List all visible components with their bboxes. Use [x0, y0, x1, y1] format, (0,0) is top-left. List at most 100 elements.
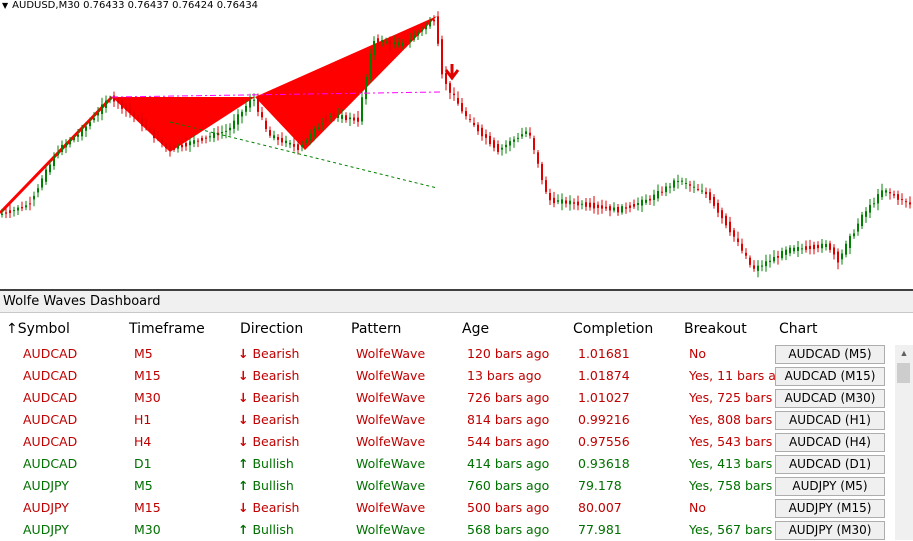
table-row[interactable]: AUDJPY M15 ↓ Bearish WolfeWave 500 bars ago 8…	[0, 497, 895, 519]
candle-body	[641, 199, 643, 206]
candle-body	[445, 73, 447, 84]
candle-body	[685, 182, 687, 184]
table-row[interactable]: AUDCAD M5 ↓ Bearish WolfeWave 120 bars ago 1.…	[0, 343, 895, 365]
candle-body	[841, 253, 843, 260]
candle-body	[853, 233, 855, 237]
arrow-down-icon: ↓	[238, 346, 249, 361]
candle-body	[509, 141, 511, 146]
pane-divider[interactable]	[0, 289, 913, 291]
scrollbar-thumb[interactable]	[897, 363, 910, 383]
candle-body	[449, 83, 451, 93]
breakout-cell: No	[689, 500, 706, 515]
candle-body	[713, 196, 715, 206]
candle-body	[41, 178, 43, 188]
candle-body	[705, 191, 707, 195]
candle-body	[577, 201, 579, 206]
column-header-age[interactable]: Age	[462, 321, 490, 337]
vertical-scrollbar[interactable]: ▲	[895, 345, 913, 540]
wolfe-wave-triangle	[112, 97, 255, 152]
candle-body	[361, 97, 363, 122]
candle-body	[129, 109, 131, 113]
candle-body	[433, 19, 435, 22]
symbol-cell: AUDJPY	[23, 500, 69, 515]
candle-body	[173, 147, 175, 150]
wolfe-wave-triangle	[255, 16, 437, 150]
table-row[interactable]: AUDCAD M15 ↓ Bearish WolfeWave 13 bars ago 1.…	[0, 365, 895, 387]
table-row[interactable]: AUDJPY M5 ↑ Bullish WolfeWave 760 bars ago 79…	[0, 475, 895, 497]
candle-body	[517, 137, 519, 139]
open-chart-button[interactable]: AUDCAD (M30)	[775, 389, 885, 408]
candle-body	[717, 202, 719, 213]
timeframe-cell: M5	[134, 346, 153, 361]
candle-body	[693, 186, 695, 188]
column-header-direction[interactable]: Direction	[240, 321, 304, 337]
direction-cell: ↓ Bearish	[238, 368, 300, 383]
chart-menu-triangle-icon[interactable]: ▼	[2, 1, 9, 10]
candle-body	[429, 21, 431, 27]
candle-body	[229, 127, 231, 131]
candle-body	[757, 265, 759, 271]
breakout-cell: Yes, 11 bars ag	[689, 368, 775, 383]
candle-body	[681, 180, 683, 182]
timeframe-cell: M30	[134, 390, 161, 405]
candle-body	[837, 251, 839, 263]
candle-body	[133, 112, 135, 117]
open-chart-button[interactable]: AUDJPY (M15)	[775, 499, 885, 518]
column-header-symbol[interactable]: ↑Symbol	[6, 321, 70, 337]
candle-body	[777, 255, 779, 258]
candle-body	[233, 120, 235, 129]
table-row[interactable]: AUDJPY M30 ↑ Bullish WolfeWave 568 bars ago 7…	[0, 519, 895, 541]
open-chart-button[interactable]: AUDJPY (M30)	[775, 521, 885, 540]
candle-body	[485, 134, 487, 138]
price-chart[interactable]: ▼ AUDUSD,M30 0.76433 0.76437 0.76424 0.76…	[0, 0, 913, 290]
candle-body	[849, 236, 851, 248]
open-chart-button[interactable]: AUDCAD (H4)	[775, 433, 885, 452]
candle-body	[469, 119, 471, 121]
candle-body	[365, 76, 367, 100]
column-header-breakout[interactable]: Breakout	[684, 321, 747, 337]
completion-cell: 1.01681	[578, 346, 630, 361]
candle-body	[545, 180, 547, 192]
candle-body	[321, 123, 323, 125]
arrow-up-icon: ↑	[238, 522, 249, 537]
candle-body	[377, 38, 379, 43]
open-chart-button[interactable]: AUDCAD (H1)	[775, 411, 885, 430]
candle-body	[405, 43, 407, 45]
table-row[interactable]: AUDCAD D1 ↑ Bullish WolfeWave 414 bars ago 0.…	[0, 453, 895, 475]
column-header-chart[interactable]: Chart	[779, 321, 818, 337]
candle-body	[345, 115, 347, 121]
open-chart-button[interactable]: AUDCAD (M15)	[775, 367, 885, 386]
candle-body	[401, 42, 403, 47]
candle-body	[733, 230, 735, 237]
candle-body	[13, 210, 15, 212]
candle-body	[585, 202, 587, 207]
column-header-timeframe[interactable]: Timeframe	[129, 321, 205, 337]
candle-body	[145, 124, 147, 128]
candle-body	[601, 205, 603, 209]
candle-body	[117, 101, 119, 103]
candle-body	[805, 246, 807, 250]
open-chart-button[interactable]: AUDCAD (D1)	[775, 455, 885, 474]
completion-cell: 0.93618	[578, 456, 630, 471]
candle-body	[541, 163, 543, 181]
candle-body	[441, 39, 443, 75]
candle-body	[141, 118, 143, 126]
chevron-up-icon[interactable]: ▲	[899, 348, 909, 358]
table-row[interactable]: AUDCAD H1 ↓ Bearish WolfeWave 814 bars ago 0.…	[0, 409, 895, 431]
candle-body	[613, 207, 615, 211]
wolfe-wave-line	[0, 95, 114, 215]
candle-body	[501, 147, 503, 150]
column-header-completion[interactable]: Completion	[573, 321, 654, 337]
open-chart-button[interactable]: AUDCAD (M5)	[775, 345, 885, 364]
column-header-pattern[interactable]: Pattern	[351, 321, 402, 337]
table-row[interactable]: AUDCAD H4 ↓ Bearish WolfeWave 544 bars ago 0.…	[0, 431, 895, 453]
candle-body	[729, 221, 731, 233]
candle-body	[125, 106, 127, 110]
table-row[interactable]: AUDCAD M30 ↓ Bearish WolfeWave 726 bars ago 1…	[0, 387, 895, 409]
candle-body	[369, 53, 371, 80]
candle-body	[381, 40, 383, 43]
open-chart-button[interactable]: AUDJPY (M5)	[775, 477, 885, 496]
candle-body	[645, 199, 647, 203]
candle-body	[245, 105, 247, 112]
symbol-cell: AUDCAD	[23, 368, 78, 383]
